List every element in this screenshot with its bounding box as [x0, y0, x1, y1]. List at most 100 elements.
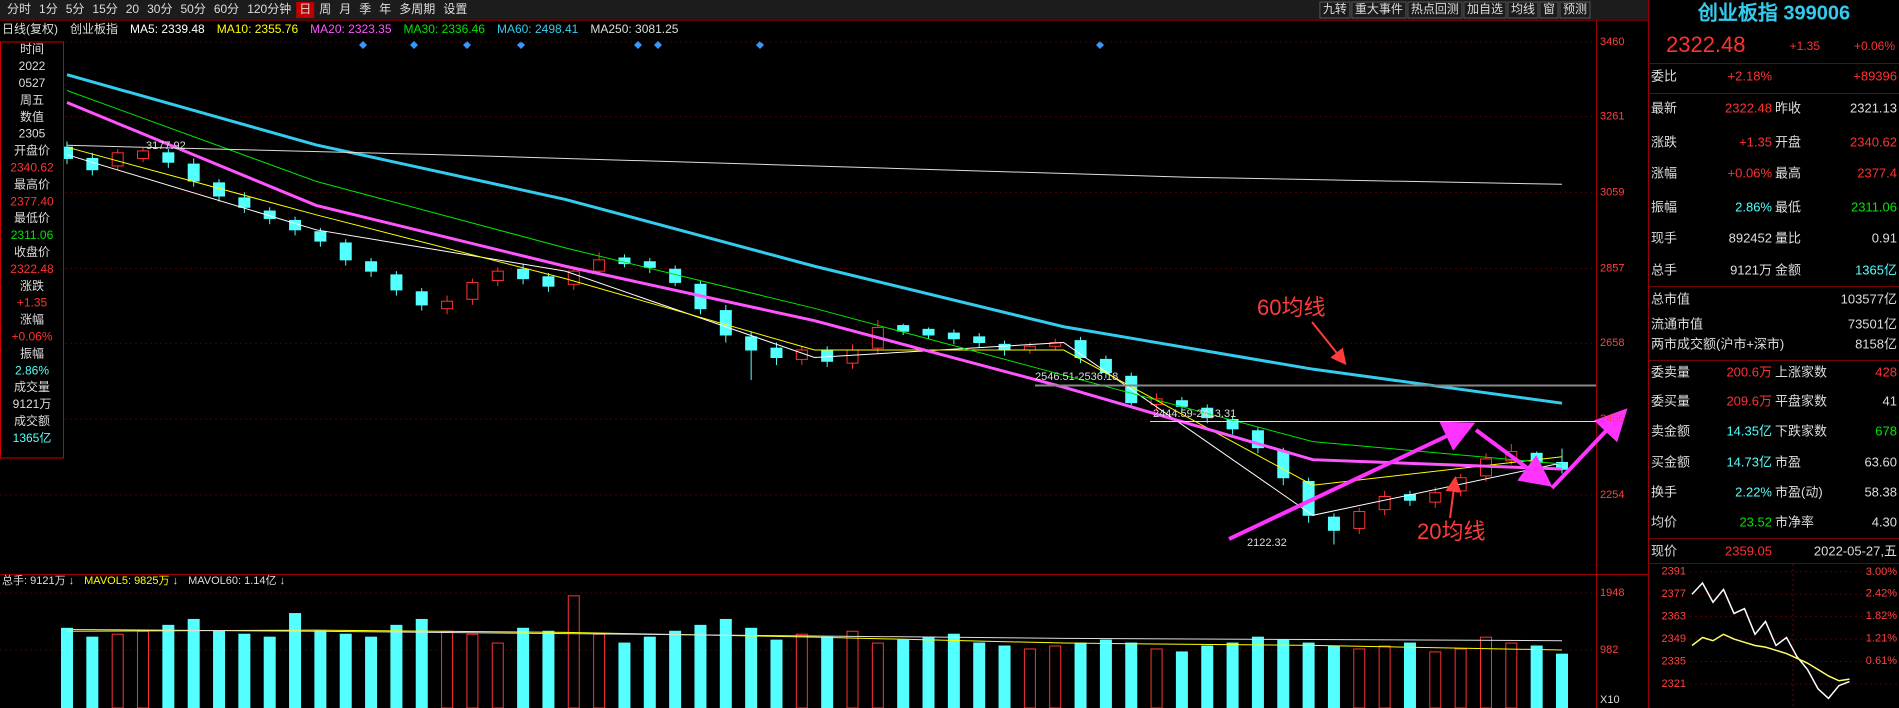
volume-bar	[263, 636, 276, 708]
quote-value: 9121万	[1730, 262, 1772, 277]
event-marker[interactable]	[654, 41, 662, 49]
info-item: 涨跌	[20, 278, 44, 293]
volume-bar	[719, 618, 732, 708]
event-marker[interactable]	[634, 41, 642, 49]
period-tab[interactable]: 30分	[147, 2, 172, 16]
quote-value: 14.35亿	[1726, 423, 1772, 438]
volume-bar	[1505, 642, 1518, 708]
candle-body	[922, 328, 935, 336]
toolbar-action[interactable]: 预测	[1563, 2, 1587, 16]
event-marker[interactable]	[410, 41, 418, 49]
candle-body	[1378, 495, 1391, 511]
candle-body	[1327, 516, 1340, 531]
volume-bar	[441, 630, 454, 708]
volume-bar	[1175, 651, 1188, 708]
quote-label: 委买量	[1651, 393, 1690, 408]
toolbar-action[interactable]: 窗	[1543, 2, 1555, 16]
y2-tick-label: 1.21%	[1866, 633, 1897, 645]
quote-label: 市盈(动)	[1775, 484, 1823, 499]
candle-body	[770, 347, 783, 359]
volume-bar	[542, 630, 555, 708]
trend-arrow	[1550, 408, 1628, 490]
toolbar-action[interactable]: 九转	[1323, 1, 1347, 16]
volume-bar	[947, 633, 960, 708]
candle-body	[821, 349, 834, 362]
quote-label: +89396	[1853, 68, 1897, 83]
period-tab[interactable]: 5分	[66, 2, 85, 16]
period-tab[interactable]: 分时	[7, 2, 31, 16]
period-tab[interactable]: 季	[359, 2, 371, 16]
candle-body	[1201, 407, 1214, 419]
event-marker[interactable]	[756, 41, 764, 49]
action-bg	[1559, 1, 1591, 19]
event-marker[interactable]	[517, 41, 525, 49]
volume-bar	[1074, 642, 1087, 708]
quote-value: 200.6万	[1726, 364, 1772, 379]
legend-entry: MAVOL60: 1.14亿 ↓	[188, 574, 285, 587]
volume-bar	[1201, 645, 1214, 708]
event-marker[interactable]	[463, 41, 471, 49]
volume-bar	[1327, 645, 1340, 708]
legend-entry: MA60: 2498.41	[497, 22, 579, 36]
event-marker[interactable]	[359, 41, 367, 49]
info-item: 成交量	[14, 379, 50, 394]
volume-bar	[694, 624, 707, 708]
volume-bar	[871, 642, 884, 708]
candle-body	[1251, 430, 1264, 449]
period-tab[interactable]: 120分钟	[247, 1, 291, 16]
quote-value: 8158亿	[1855, 336, 1897, 351]
candle-body	[1277, 450, 1290, 479]
toolbar-action[interactable]: 重大事件	[1355, 2, 1403, 16]
period-tab[interactable]: 日	[299, 2, 311, 16]
info-item: +0.06%	[11, 329, 52, 343]
candle-body	[466, 281, 479, 300]
volume-bar	[1353, 648, 1366, 708]
axis-unit: X10	[1600, 694, 1620, 706]
volume-bar	[1429, 651, 1442, 708]
quote-value: 4.30	[1872, 514, 1897, 529]
legend-entry: MA10: 2355.76	[217, 22, 299, 36]
period-tab[interactable]: 20	[126, 2, 140, 16]
period-tab[interactable]: 设置	[443, 2, 467, 16]
trend-arrow	[1474, 428, 1553, 487]
period-tab[interactable]: 60分	[214, 2, 239, 16]
info-item: 成交额	[14, 413, 50, 428]
info-item: 最高价	[14, 176, 50, 191]
y-tick-label: 3460	[1600, 36, 1624, 48]
period-tab[interactable]: 多周期	[399, 2, 435, 16]
quote-label: 均价	[1651, 514, 1677, 529]
info-item: 时间	[20, 42, 44, 56]
quote-value: 892452	[1729, 230, 1772, 245]
candle-body	[643, 261, 656, 268]
period-tab[interactable]: 15分	[92, 2, 117, 16]
quote-value: 0.91	[1872, 230, 1897, 245]
period-tab[interactable]: 50分	[180, 2, 205, 16]
quote-pct: +0.06%	[1854, 39, 1895, 53]
action-bg	[1319, 1, 1351, 19]
period-tab[interactable]: 年	[379, 2, 391, 16]
volume-bar	[238, 633, 251, 708]
quote-label: 换手	[1651, 484, 1677, 499]
drawn-arrows	[1035, 321, 1628, 541]
toolbar-action[interactable]: 热点回测	[1411, 2, 1459, 16]
candle-body	[1429, 492, 1442, 503]
period-tab[interactable]: 月	[339, 2, 351, 16]
candle-body	[86, 157, 99, 171]
candle-body	[567, 270, 580, 285]
period-tab[interactable]: 1分	[39, 2, 58, 16]
quote-value: 428	[1875, 364, 1897, 379]
candle-body	[187, 163, 200, 182]
mavol-line	[66, 629, 1563, 651]
period-tab[interactable]: 周	[319, 2, 331, 16]
action-bg	[1351, 1, 1407, 19]
event-marker[interactable]	[1096, 41, 1104, 49]
volume-bar	[922, 636, 935, 708]
quote-label: 涨幅	[1651, 165, 1677, 180]
toolbar-action[interactable]: 加自选	[1467, 2, 1503, 16]
toolbar-action[interactable]: 均线	[1511, 2, 1535, 16]
info-item: 2340.62	[10, 160, 54, 174]
volume-bar	[973, 642, 986, 708]
quote-value: 2.22%	[1735, 484, 1772, 499]
